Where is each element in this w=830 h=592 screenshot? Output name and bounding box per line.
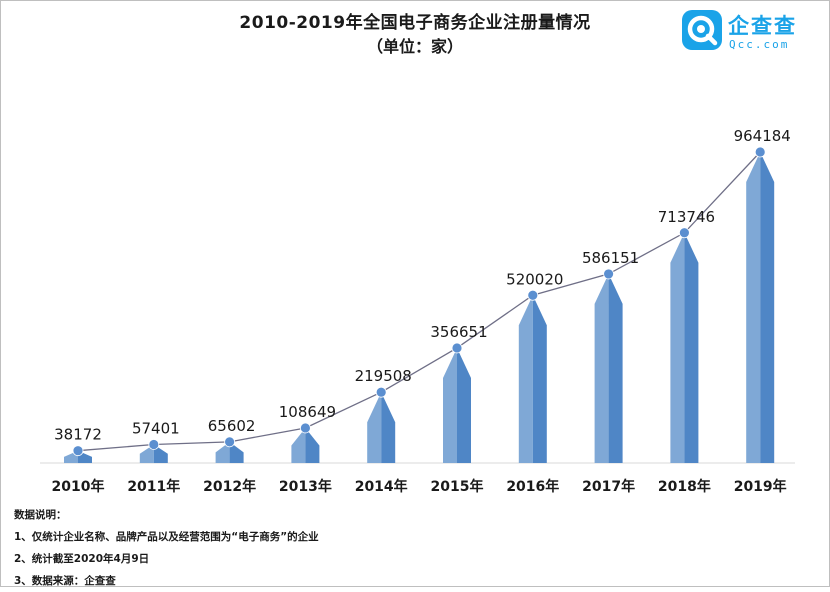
data-label: 356651 [430,323,487,341]
bar-left-face [139,444,154,463]
x-tick-label: 2010年 [52,478,105,495]
note-item: 3、数据来源：企查查 [14,575,116,587]
bar-left-face [746,152,761,463]
logo-domain: Qcc.com [729,38,790,51]
data-point [527,289,539,301]
data-point [603,268,614,280]
bar-right-face [457,347,471,463]
bar-right-face [153,444,168,463]
bar-left-face [367,392,382,463]
bar-left-face [443,347,457,463]
chart-title: 2010-2019年全国电子商务企业注册量情况 [239,13,591,33]
bar-right-face [305,427,320,463]
notes-heading: 数据说明： [14,509,67,521]
x-tick-label: 2018年 [658,478,711,495]
qcc-logo: 企查查 Qcc.com [680,8,820,56]
bar-right-face [381,392,396,463]
bar-left-face [215,441,230,463]
chart-subtitle: （单位：家） [366,37,463,56]
x-tick-label: 2014年 [355,478,408,495]
bar-right-face [684,232,699,463]
data-point [224,436,236,448]
qcc-logo-icon [682,10,722,50]
data-label: 57401 [132,419,180,437]
bar-left-face [518,295,533,463]
data-notes: 数据说明： 1、仅统计企业名称、品牌产品以及经营范围为“电子商务”的企业 2、统… [14,504,319,592]
x-tick-label: 2016年 [506,478,559,495]
data-label: 520020 [506,270,563,288]
data-label: 713746 [658,208,715,226]
data-point [72,445,84,457]
data-point [148,439,160,450]
data-label: 586151 [582,249,639,267]
bar-right-face [532,295,547,463]
bar-right-face [608,273,623,463]
data-point [299,422,311,434]
x-tick-label: 2015年 [431,478,484,495]
x-tick-label: 2019年 [734,478,787,495]
data-label: 108649 [279,403,336,421]
data-label: 38172 [54,426,102,444]
data-point [451,342,463,354]
x-tick-label: 2011年 [127,478,180,495]
data-point [375,386,387,398]
trend-line [77,151,761,452]
data-label: 219508 [355,367,412,385]
logo-brand: 企查查 [728,14,797,38]
x-tick-label: 2012年 [203,478,256,495]
bar-left-face [594,273,609,463]
bar-left-face [670,232,685,463]
x-tick-label: 2017年 [582,478,635,495]
bar-left-face [291,427,306,463]
note-item: 2、统计截至2020年4月9日 [14,553,150,565]
data-point [754,146,766,158]
x-tick-label: 2013年 [279,478,332,495]
note-item: 1、仅统计企业名称、品牌产品以及经营范围为“电子商务”的企业 [14,531,319,543]
bar-right-face [760,152,775,463]
data-label: 65602 [208,417,256,435]
data-point [679,227,690,239]
bar-right-face [229,441,244,463]
data-label: 964184 [734,127,791,145]
